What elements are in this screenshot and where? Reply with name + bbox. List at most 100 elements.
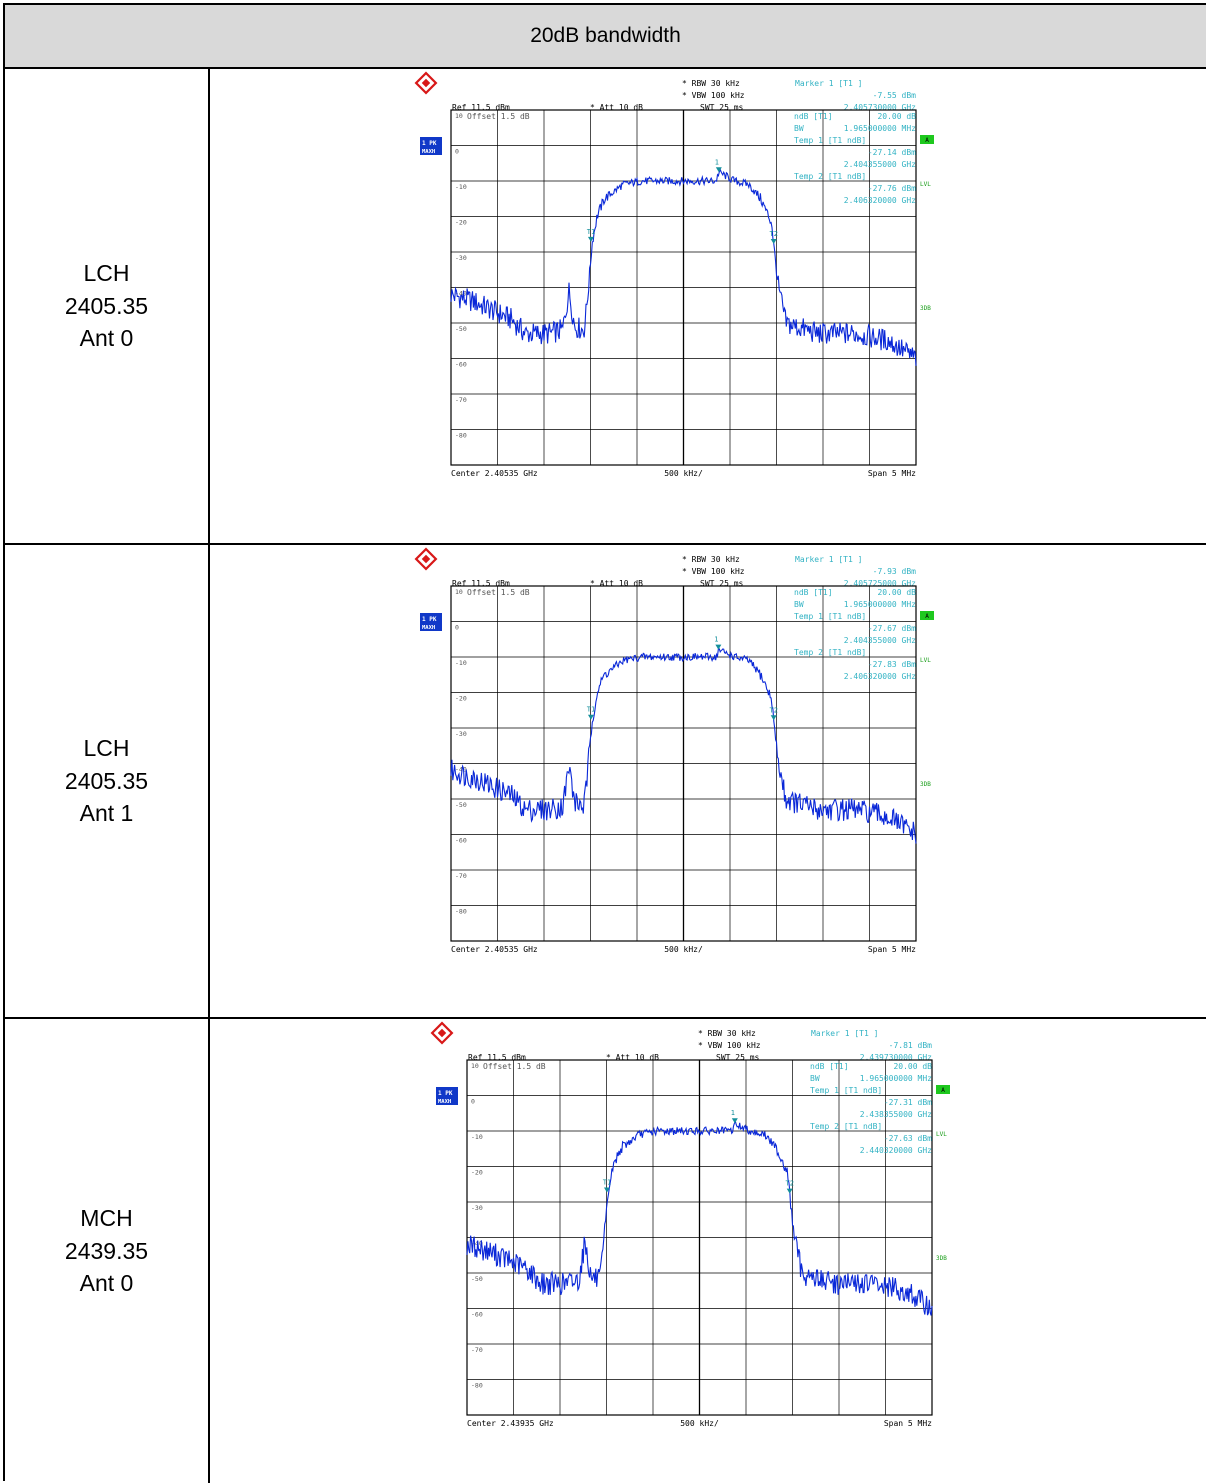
trace-mode-label: 1 PK bbox=[422, 616, 437, 623]
analyzer-screenshot: * RBW 30 kHz * VBW 100 kHz SWT 25 ms Ref 11… bbox=[414, 547, 934, 954]
indicator-lvl: LVL bbox=[920, 657, 931, 664]
row-label: LCH 2405.35 Ant 1 bbox=[5, 545, 210, 1017]
marker-label: 1 bbox=[714, 636, 718, 644]
antenna-label: Ant 0 bbox=[79, 1270, 134, 1297]
indicator-3db: 3DB bbox=[936, 1255, 947, 1262]
ndb-value: 20.00 dB bbox=[877, 588, 916, 597]
ndb-value: 20.00 dB bbox=[877, 112, 916, 121]
reference-level: Ref 11.5 dBm bbox=[452, 579, 510, 588]
attenuation: * Att 10 dB bbox=[590, 103, 643, 112]
rbw-setting: * RBW 30 kHz bbox=[698, 1029, 756, 1038]
bw-value: 1.965000000 MHz bbox=[860, 1074, 932, 1083]
vbw-setting: * VBW 100 kHz bbox=[698, 1041, 761, 1050]
ndb-label: ndB [T1] bbox=[794, 112, 833, 121]
marker-triangle bbox=[786, 1188, 793, 1194]
y-tick-label: -10 bbox=[455, 659, 467, 667]
temp2-level: -27.83 dBm bbox=[868, 660, 916, 669]
y-tick-label: -50 bbox=[455, 325, 467, 333]
indicator-a: A bbox=[925, 137, 929, 144]
marker-label: 1 bbox=[715, 158, 719, 166]
rohde-schwarz-logo bbox=[414, 71, 438, 95]
rohde-schwarz-logo bbox=[414, 547, 438, 571]
row-mch-ant0: MCH 2439.35 Ant 0 * RBW 30 kHz * VBW 100 … bbox=[5, 1019, 1206, 1483]
y-tick-label: -30 bbox=[455, 730, 467, 738]
indicator-3db: 3DB bbox=[920, 781, 931, 788]
offset-label: Offset 1.5 dB bbox=[467, 112, 530, 121]
marker-triangle bbox=[715, 644, 722, 650]
trace-mode-box bbox=[420, 613, 442, 631]
trace-mode-sub: MAXH bbox=[422, 149, 435, 155]
center-frequency: Center 2.40535 GHz bbox=[451, 469, 538, 478]
bw-label: BW bbox=[810, 1074, 820, 1083]
channel-frequency: 2439.35 bbox=[64, 1237, 149, 1264]
channel-frequency: 2405.35 bbox=[64, 292, 149, 319]
bw-label: BW bbox=[794, 600, 804, 609]
y-tick-label: -30 bbox=[471, 1204, 483, 1212]
temp1-label: Temp 1 [T1 ndB] bbox=[794, 136, 866, 145]
y-tick-label: -30 bbox=[455, 254, 467, 262]
indicator-lvl: LVL bbox=[936, 1131, 947, 1138]
temp1-frequency: 2.404355000 GHz bbox=[844, 160, 916, 169]
indicator-3db: 3DB bbox=[920, 305, 931, 312]
offset-label: Offset 1.5 dB bbox=[483, 1062, 546, 1071]
spectrum-trace bbox=[450, 647, 917, 844]
marker-level: -7.93 dBm bbox=[873, 567, 917, 576]
table-header: 20dB bandwidth bbox=[5, 5, 1206, 69]
marker-frequency: 2.439730000 GHz bbox=[860, 1053, 932, 1062]
y-tick-label: 0 bbox=[455, 624, 459, 632]
reference-level: Ref 11.5 dBm bbox=[468, 1053, 526, 1062]
sweep-time: SWT 25 ms bbox=[700, 103, 744, 112]
temp1-frequency: 2.438355000 GHz bbox=[860, 1110, 932, 1119]
offset-label: Offset 1.5 dB bbox=[467, 588, 530, 597]
ndb-value: 20.00 dB bbox=[893, 1062, 932, 1071]
bw-value: 1.965000000 MHz bbox=[844, 600, 916, 609]
y-tick-label: -10 bbox=[455, 183, 467, 191]
attenuation: * Att 10 dB bbox=[590, 579, 643, 588]
ndb-label: ndB [T1] bbox=[810, 1062, 849, 1071]
indicator-a: A bbox=[925, 613, 929, 620]
temp1-label: Temp 1 [T1 ndB] bbox=[794, 612, 866, 621]
trace-mode-label: 1 PK bbox=[438, 1090, 453, 1097]
marker-label: T2 bbox=[785, 1180, 793, 1188]
span-label: Span 5 MHz bbox=[884, 1419, 932, 1428]
table-title: 20dB bandwidth bbox=[530, 24, 681, 47]
temp2-frequency: 2.440320000 GHz bbox=[860, 1146, 932, 1155]
y-tick-label: -80 bbox=[455, 432, 467, 440]
spectrum-trace bbox=[466, 1119, 933, 1316]
marker-triangle bbox=[715, 167, 722, 173]
temp2-level: -27.63 dBm bbox=[884, 1134, 932, 1143]
division-label: 500 kHz/ bbox=[680, 1419, 719, 1428]
temp1-level: -27.14 dBm bbox=[868, 148, 916, 157]
center-frequency: Center 2.40535 GHz bbox=[451, 945, 538, 954]
trace-mode-sub: MAXH bbox=[422, 625, 435, 631]
marker-triangle bbox=[770, 239, 777, 245]
temp2-level: -27.76 dBm bbox=[868, 184, 916, 193]
marker-label: 1 bbox=[731, 1109, 735, 1117]
indicator-a-box bbox=[936, 1085, 950, 1094]
channel-name: LCH bbox=[83, 735, 130, 762]
y-tick-label: -40 bbox=[471, 1240, 483, 1248]
marker-triangle bbox=[603, 1187, 610, 1193]
attenuation: * Att 10 dB bbox=[606, 1053, 659, 1062]
reference-level: Ref 11.5 dBm bbox=[452, 103, 510, 112]
spectrum-trace bbox=[450, 167, 917, 366]
row-label: MCH 2439.35 Ant 0 bbox=[5, 1019, 210, 1483]
sweep-time: SWT 25 ms bbox=[716, 1053, 760, 1062]
trace-mode-label: 1 PK bbox=[422, 140, 437, 147]
marker-label: T2 bbox=[769, 230, 777, 238]
marker-title: Marker 1 [T1 ] bbox=[811, 1029, 878, 1038]
marker-triangle bbox=[731, 1118, 738, 1124]
antenna-label: Ant 0 bbox=[79, 325, 134, 352]
y-tick-label: -80 bbox=[471, 1382, 483, 1390]
analyzer-screenshot: * RBW 30 kHz * VBW 100 kHz SWT 25 ms Ref 11… bbox=[430, 1021, 950, 1428]
y-tick-label: 0 bbox=[471, 1098, 475, 1106]
division-label: 500 kHz/ bbox=[664, 469, 703, 478]
y-tick-label: -40 bbox=[455, 290, 467, 298]
marker-frequency: 2.405725000 GHz bbox=[844, 579, 916, 588]
indicator-a-box bbox=[920, 135, 934, 144]
indicator-lvl: LVL bbox=[920, 181, 931, 188]
span-label: Span 5 MHz bbox=[868, 945, 916, 954]
y-tick-label: 0 bbox=[455, 148, 459, 156]
marker-triangle bbox=[587, 236, 594, 242]
temp2-frequency: 2.406320000 GHz bbox=[844, 196, 916, 205]
